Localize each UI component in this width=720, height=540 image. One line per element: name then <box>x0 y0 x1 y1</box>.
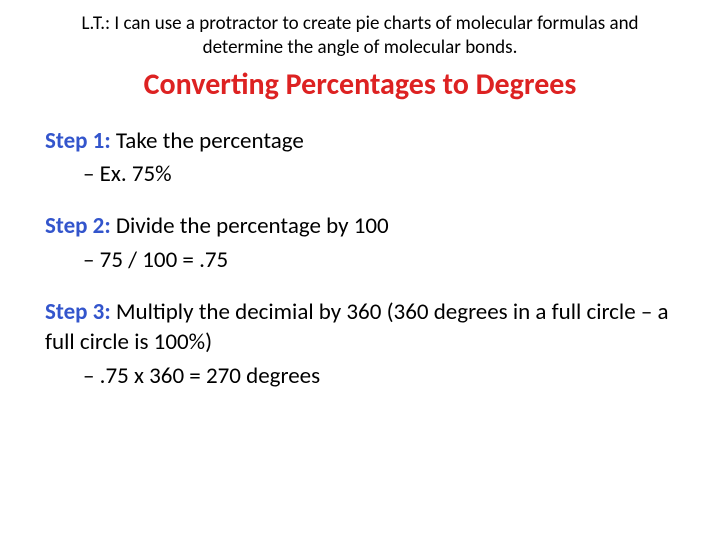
learning-target: L.T.: I can use a protractor to create p… <box>40 12 680 60</box>
step-2-example: 75 / 100 = .75 <box>83 246 680 276</box>
step-1-label: Step 1: <box>45 127 111 155</box>
step-3-example: .75 x 360 = 270 degrees <box>83 362 680 392</box>
page-title: Converting Percentages to Degrees <box>40 66 680 103</box>
step-1-text: Take the percentage <box>111 127 304 155</box>
step-2-text: Divide the percentage by 100 <box>111 212 389 240</box>
step-3-label: Step 3: <box>45 298 111 326</box>
step-3-text: Multiply the decimial by 360 (360 degree… <box>45 298 669 356</box>
step-1-example: Ex. 75% <box>83 160 680 190</box>
step-1-line: Step 1: Take the percentage <box>45 127 680 157</box>
steps-content: Step 1: Take the percentage Ex. 75% Step… <box>40 127 680 392</box>
step-2-line: Step 2: Divide the percentage by 100 <box>45 212 680 242</box>
step-3: Step 3: Multiply the decimial by 360 (36… <box>45 298 680 392</box>
step-1: Step 1: Take the percentage Ex. 75% <box>45 127 680 191</box>
step-3-line: Step 3: Multiply the decimial by 360 (36… <box>45 298 680 358</box>
step-2-label: Step 2: <box>45 212 111 240</box>
step-2: Step 2: Divide the percentage by 100 75 … <box>45 212 680 276</box>
